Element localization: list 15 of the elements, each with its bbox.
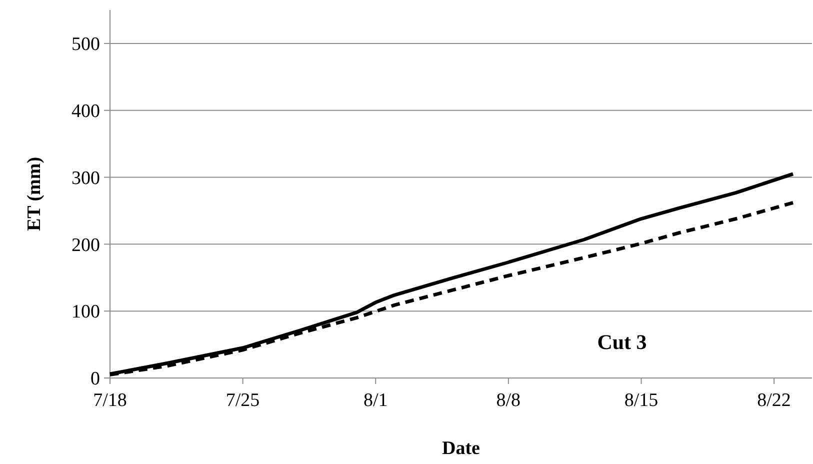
x-tick-label: 7/18 (93, 390, 127, 411)
x-axis-title: Date (442, 438, 480, 459)
y-tick-label: 400 (72, 101, 100, 122)
y-tick-label: 300 (72, 168, 100, 189)
y-tick-label: 0 (90, 368, 100, 390)
y-tick-label: 500 (72, 34, 100, 56)
x-tick-label: 8/22 (757, 390, 791, 411)
annotation: Cut 3 (597, 330, 647, 354)
y-tick-label: 200 (72, 234, 100, 256)
y-tick-label: 100 (72, 302, 100, 323)
x-tick-label: 8/1 (363, 390, 388, 411)
x-tick-label: 8/15 (624, 390, 658, 411)
x-tick-label: 7/25 (226, 390, 260, 411)
x-tick-label: 8/8 (496, 390, 521, 411)
y-axis-title: ET (mm) (24, 156, 45, 232)
